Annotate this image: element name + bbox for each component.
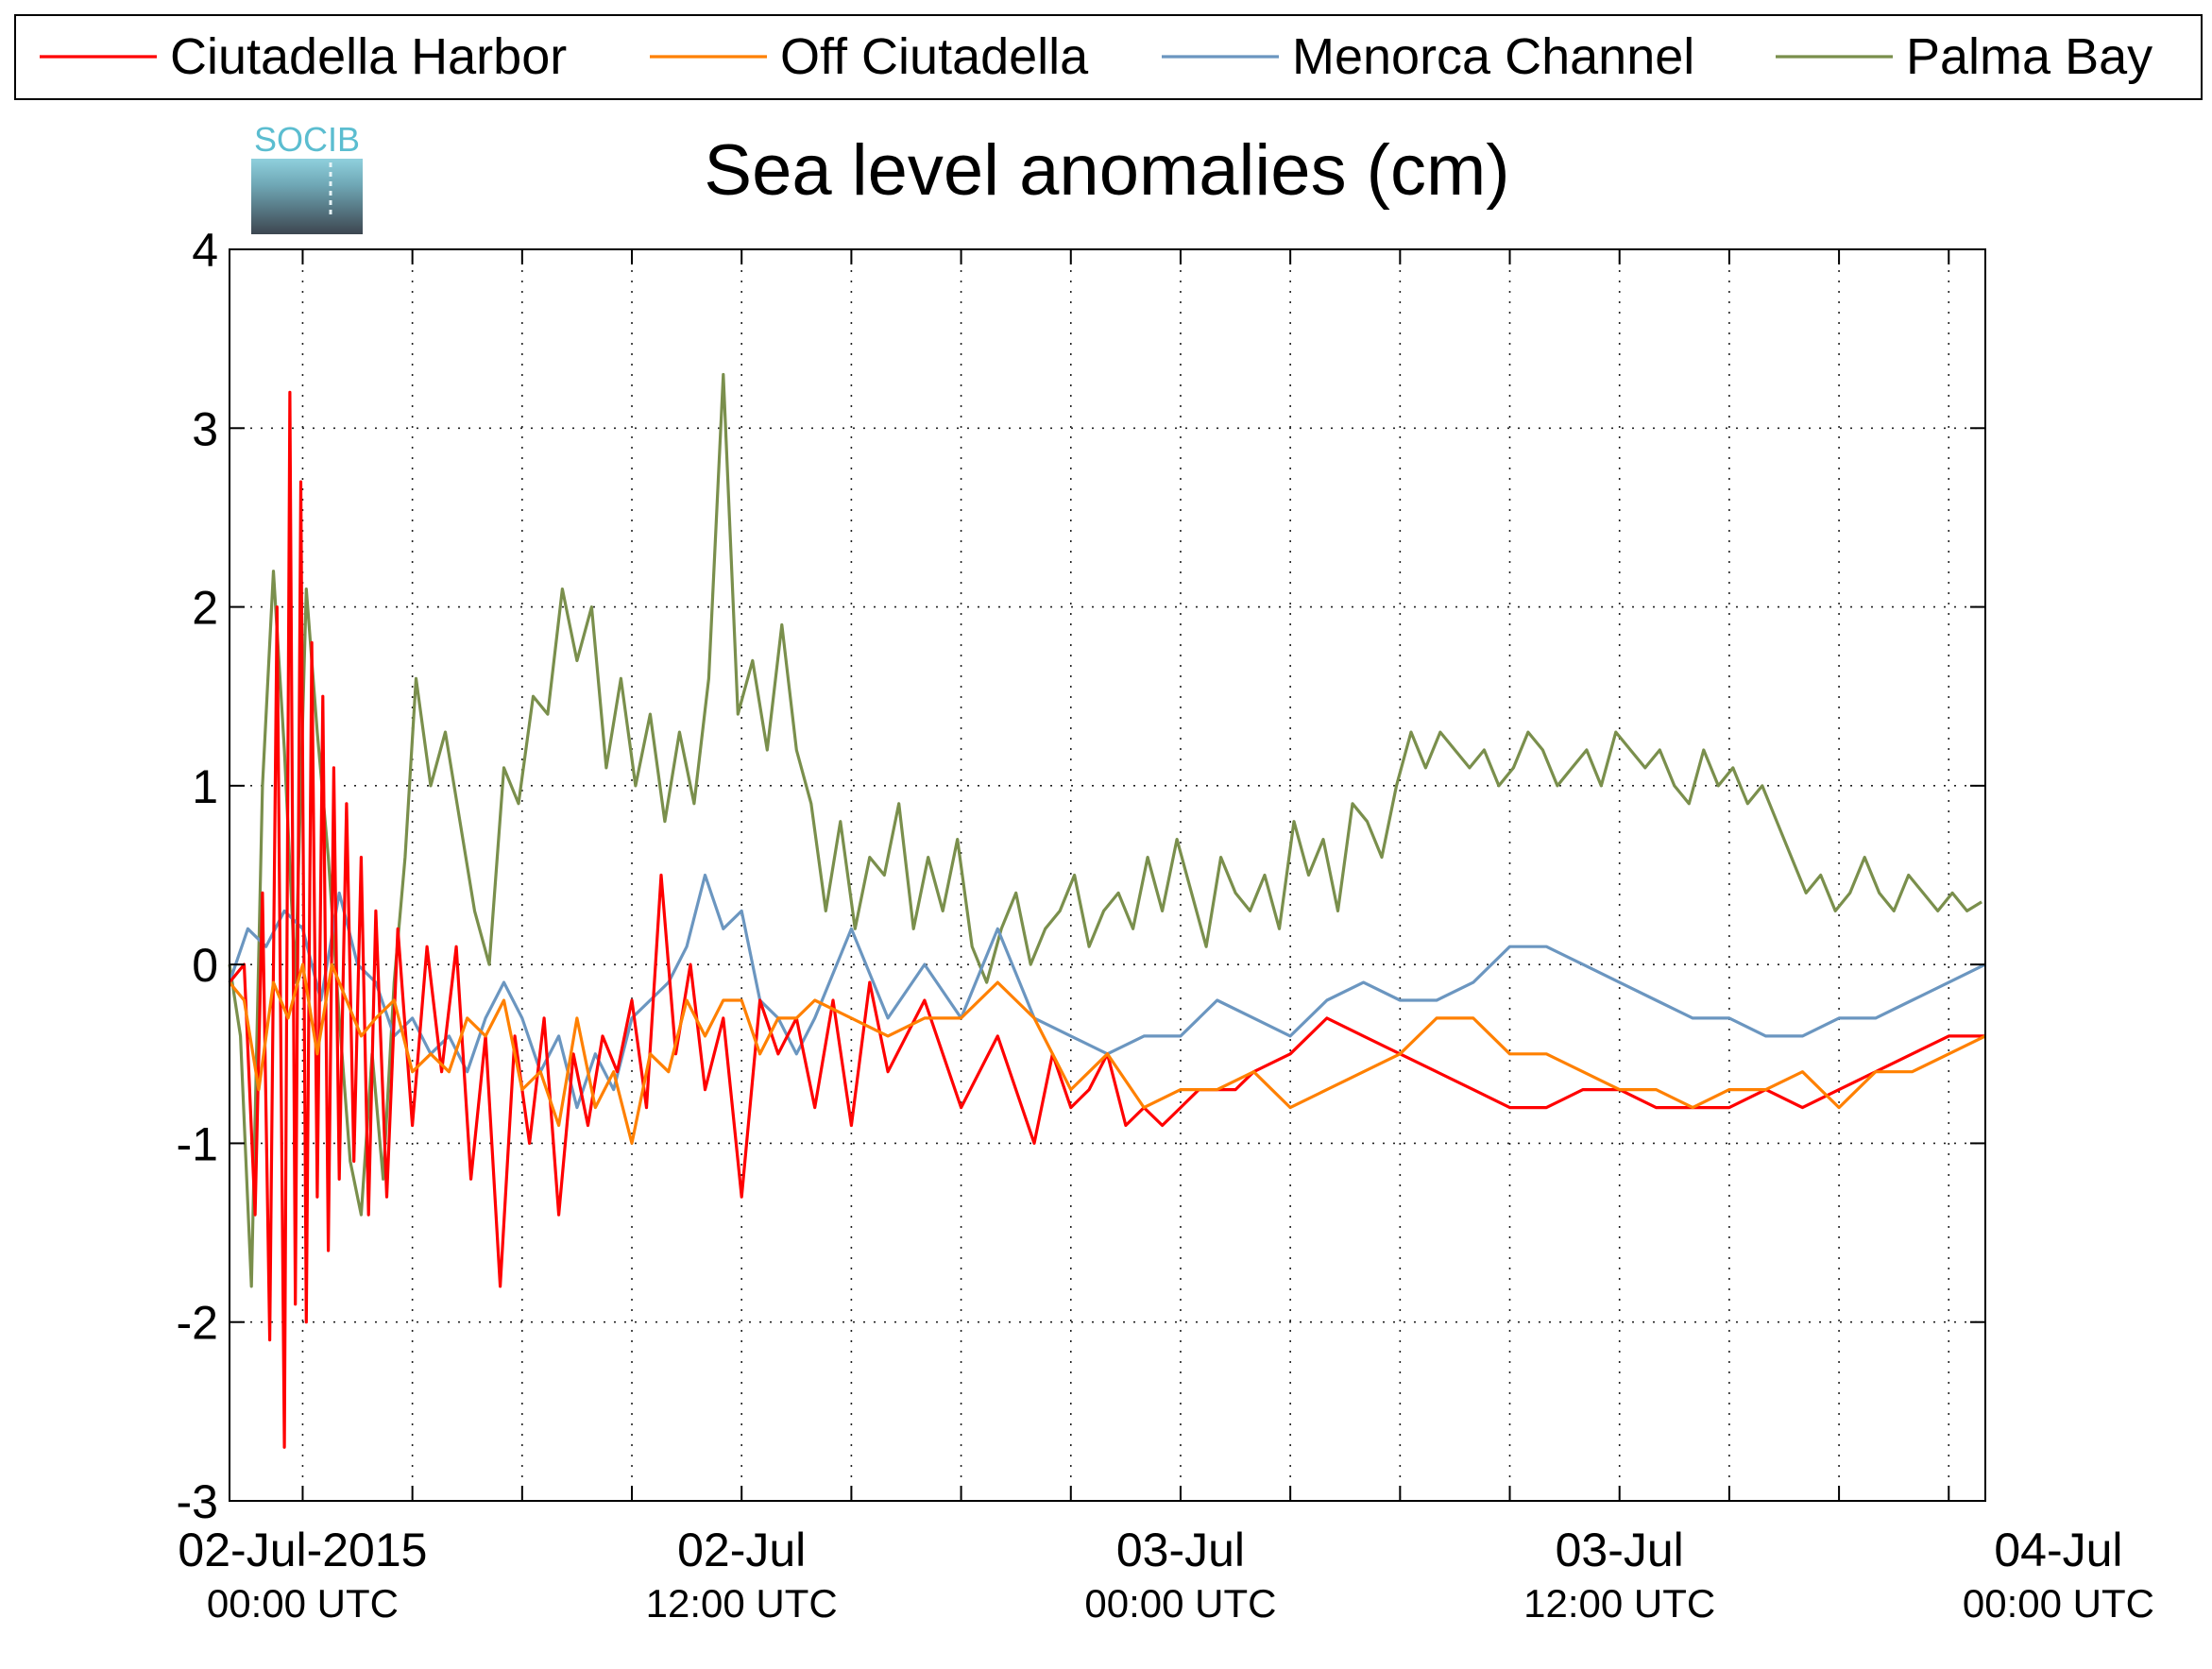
y-tick-label: -1 <box>177 1117 218 1170</box>
legend-label: Palma Bay <box>1906 28 2152 85</box>
logo-graphic <box>251 159 363 234</box>
legend-label: Menorca Channel <box>1292 28 1694 85</box>
y-tick-label: 3 <box>192 402 218 455</box>
series-line-3 <box>228 372 1982 1288</box>
series-group <box>228 372 1986 1449</box>
legend-label: Off Ciutadella <box>780 28 1089 85</box>
x-tick-label-date: 02-Jul-2015 <box>178 1524 427 1576</box>
chart-title: Sea level anomalies (cm) <box>704 130 1509 211</box>
x-tick-label-date: 02-Jul <box>677 1524 806 1576</box>
y-axis: -3 -2 -1 0 1 2 3 4 <box>177 224 1985 1528</box>
x-tick-label-date: 03-Jul <box>1556 1524 1684 1576</box>
y-tick-label: 4 <box>192 224 218 277</box>
x-tick-label-time: 00:00 UTC <box>1963 1581 2154 1626</box>
y-tick-label: 2 <box>192 582 218 635</box>
y-tick-label: 0 <box>192 939 218 992</box>
logo-text: SOCIB <box>254 120 360 159</box>
x-tick-label-time: 12:00 UTC <box>646 1581 838 1626</box>
series-line-0 <box>228 390 1985 1449</box>
plot-frame <box>229 248 1986 1502</box>
y-tick-label: 1 <box>192 760 218 813</box>
x-tick-label-time: 00:00 UTC <box>1084 1581 1276 1626</box>
series-line-2 <box>228 873 1986 1110</box>
x-tick-label-date: 04-Jul <box>1994 1524 2122 1576</box>
x-tick-label-date: 03-Jul <box>1116 1524 1245 1576</box>
y-tick-label: -3 <box>177 1475 218 1528</box>
legend-label: Ciutadella Harbor <box>170 28 567 85</box>
y-tick-label: -2 <box>177 1297 218 1350</box>
legend: Ciutadella Harbor Off Ciutadella Menorca C… <box>40 28 2152 85</box>
x-tick-label-time: 12:00 UTC <box>1523 1581 1715 1626</box>
socib-logo: SOCIB <box>251 120 363 234</box>
series-line-1 <box>228 962 1986 1146</box>
x-axis: 02-Jul-2015 00:00 UTC 02-Jul 12:00 UTC 03-Ju… <box>178 249 2154 1626</box>
x-tick-label-time: 00:00 UTC <box>207 1581 399 1626</box>
plot-area <box>230 249 1985 1501</box>
